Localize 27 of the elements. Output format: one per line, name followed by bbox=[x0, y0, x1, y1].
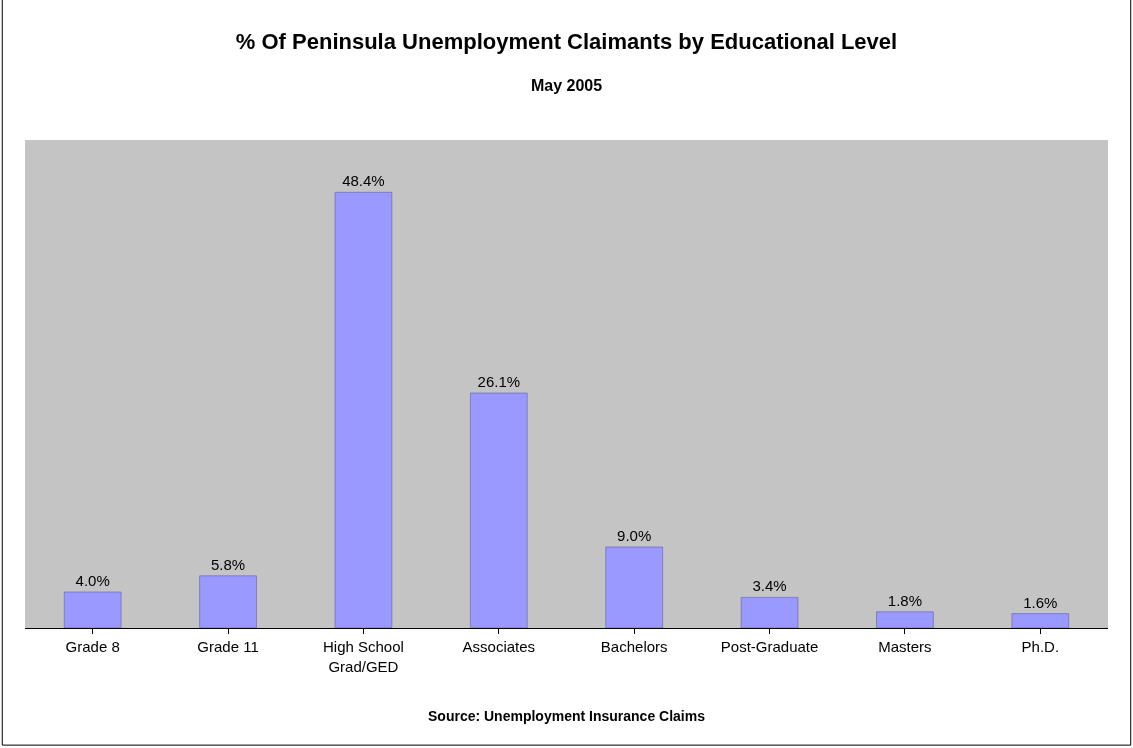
data-label: 1.8% bbox=[887, 591, 923, 609]
x-tick-label: Masters bbox=[878, 638, 932, 655]
x-tick-label: Post-Graduate bbox=[720, 638, 819, 655]
source-note: Source: Unemployment Insurance Claims bbox=[428, 708, 706, 724]
bar bbox=[740, 597, 799, 628]
bar bbox=[605, 546, 663, 628]
x-tick-label: High School Grad/GED bbox=[322, 638, 404, 675]
x-tick-label: Bachelors bbox=[600, 638, 668, 655]
bar bbox=[334, 192, 393, 628]
chart-title: % Of Peninsula Unemployment Claimants by Educational Level bbox=[235, 29, 898, 55]
x-tick-label: Ph.D. bbox=[1021, 638, 1060, 655]
data-label: 5.8% bbox=[210, 555, 246, 573]
x-tick-label: Grade 11 bbox=[197, 638, 259, 655]
data-label: 3.4% bbox=[752, 577, 787, 595]
x-tick-label: Associates bbox=[462, 638, 536, 655]
bar bbox=[876, 611, 934, 628]
data-label: 26.1% bbox=[477, 373, 521, 391]
x-tick-label: Grade 8 bbox=[65, 638, 120, 655]
bar bbox=[470, 392, 528, 628]
data-label: 4.0% bbox=[75, 571, 110, 589]
chart-subtitle: May 2005 bbox=[530, 76, 603, 94]
data-label: 1.6% bbox=[1023, 593, 1058, 611]
bar bbox=[1011, 613, 1069, 628]
data-label: 9.0% bbox=[617, 526, 652, 544]
data-label: 48.4% bbox=[342, 172, 385, 190]
bar bbox=[199, 575, 257, 628]
bar bbox=[64, 591, 122, 628]
